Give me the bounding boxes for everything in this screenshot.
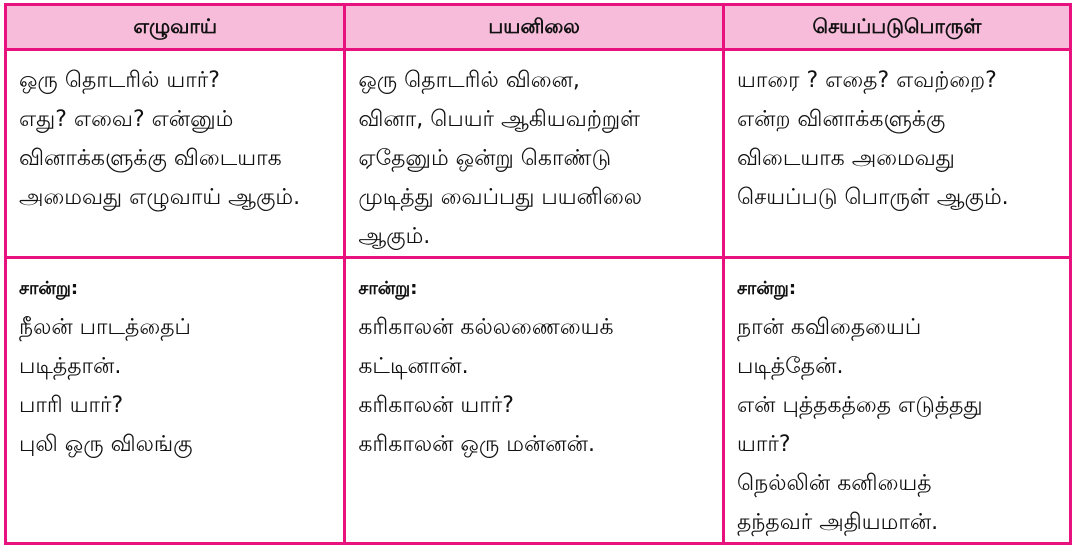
text-line: ஆகும்.	[358, 224, 431, 249]
example-label: சான்று:	[19, 278, 79, 299]
grammar-table: எழுவாய் பயனிலை செயப்படுபொருள் ஒரு தொடரில…	[3, 3, 1073, 545]
definition-predicate: ஒரு தொடரில் வினை, வினா, பெயர் ஆகியவற்றுள…	[343, 48, 725, 259]
text-line: வினா, பெயர் ஆகியவற்றுள்	[358, 107, 641, 132]
text-line: புலி ஒரு விலங்கு	[19, 432, 193, 457]
text-line: ஏதேனும் ஒன்று கொண்டு	[358, 146, 612, 171]
text-line: விடையாக அமைவது	[736, 146, 955, 171]
example-object: சான்று: நான் கவிதையைப் படித்தேன். என் பு…	[721, 256, 1073, 545]
example-predicate: சான்று: கரிகாலன் கல்லணையைக் கட்டினான். க…	[343, 256, 725, 545]
text-line: தந்தவர் அதியமான்.	[736, 510, 939, 535]
text-line: அமைவது எழுவாய் ஆகும்.	[19, 185, 301, 210]
text-line: கரிகாலன் யார்?	[358, 393, 514, 418]
header-row: எழுவாய் பயனிலை செயப்படுபொருள்	[3, 3, 1073, 51]
text-line: படித்தேன்.	[736, 354, 844, 379]
example-subject: சான்று: நீலன் பாடத்தைப் படித்தான். பாரி …	[3, 256, 347, 545]
text-line: நான் கவிதையைப்	[736, 315, 922, 340]
example-label: சான்று:	[358, 278, 418, 299]
text-line: என் புத்தகத்தை எடுத்தது	[736, 393, 983, 418]
header-subject: எழுவாய்	[3, 3, 347, 51]
text-line: யார்?	[736, 432, 791, 457]
text-line: என்ற வினாக்களுக்கு	[736, 107, 946, 132]
text-line: முடித்து வைப்பது பயனிலை	[358, 185, 643, 210]
text-line: செயப்படு பொருள் ஆகும்.	[736, 185, 1009, 210]
text-line: வினாக்களுக்கு விடையாக	[19, 146, 282, 171]
text-line: ஒரு தொடரில் வினை,	[358, 68, 580, 93]
definition-subject: ஒரு தொடரில் யார்? எது? எவை? என்னும் வினா…	[3, 48, 347, 259]
example-label: சான்று:	[736, 278, 797, 299]
text-line: பாரி யார்?	[19, 393, 124, 418]
text-line: கரிகாலன் கல்லணையைக்	[358, 315, 614, 340]
definition-object: யாரை ? எதை? எவற்றை? என்ற வினாக்களுக்கு வ…	[721, 48, 1073, 259]
text-line: நீலன் பாடத்தைப்	[19, 315, 191, 340]
text-line: படித்தான்.	[19, 354, 122, 379]
header-object: செயப்படுபொருள்	[721, 3, 1073, 51]
example-row: சான்று: நீலன் பாடத்தைப் படித்தான். பாரி …	[3, 256, 1073, 545]
text-line: கட்டினான்.	[358, 354, 469, 379]
header-predicate: பயனிலை	[343, 3, 725, 51]
definition-row: ஒரு தொடரில் யார்? எது? எவை? என்னும் வினா…	[3, 48, 1073, 259]
text-line: யாரை ? எதை? எவற்றை?	[736, 68, 997, 93]
text-line: ஒரு தொடரில் யார்?	[19, 68, 220, 93]
text-line: கரிகாலன் ஒரு மன்னன்.	[358, 432, 595, 457]
text-line: நெல்லின் கனியைத்	[736, 471, 932, 496]
text-line: எது? எவை? என்னும்	[19, 107, 234, 132]
